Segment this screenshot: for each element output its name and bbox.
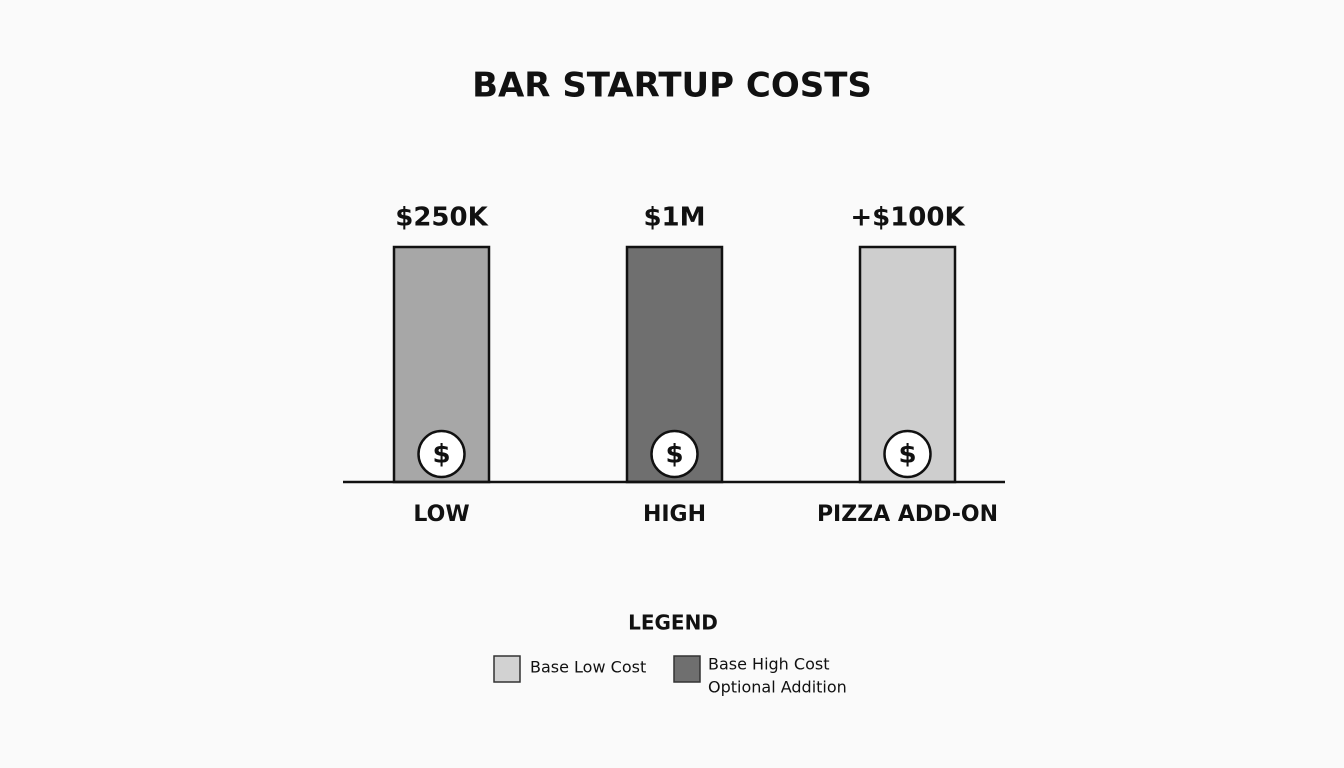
dollar-sign: $: [432, 440, 450, 470]
legend-swatch: [493, 655, 521, 683]
amount-label: +$100K: [850, 203, 965, 233]
dollar-sign: $: [665, 440, 683, 470]
dollar-icon: [883, 429, 932, 479]
legend-title: LEGEND: [628, 611, 718, 635]
dollar-icon: [650, 429, 699, 479]
legend-label: Optional Addition: [708, 678, 847, 697]
amount-label: $1M: [643, 203, 705, 233]
dollar-icon: [417, 429, 466, 479]
amount-label: $250K: [395, 203, 488, 233]
legend-label: Base High Cost: [708, 655, 829, 674]
columns: $ $250K LOW $ $1M HIGH $ +$100K PIZZA ADD-ON: [392, 203, 998, 527]
category-label: PIZZA ADD-ON: [817, 502, 998, 527]
category-label: LOW: [413, 502, 469, 527]
category-label: HIGH: [643, 502, 706, 527]
dollar-sign: $: [898, 440, 916, 470]
chart-title: BAR STARTUP COSTS: [472, 66, 872, 106]
legend-label: Base Low Cost: [530, 658, 646, 677]
legend-swatch: [673, 655, 701, 683]
